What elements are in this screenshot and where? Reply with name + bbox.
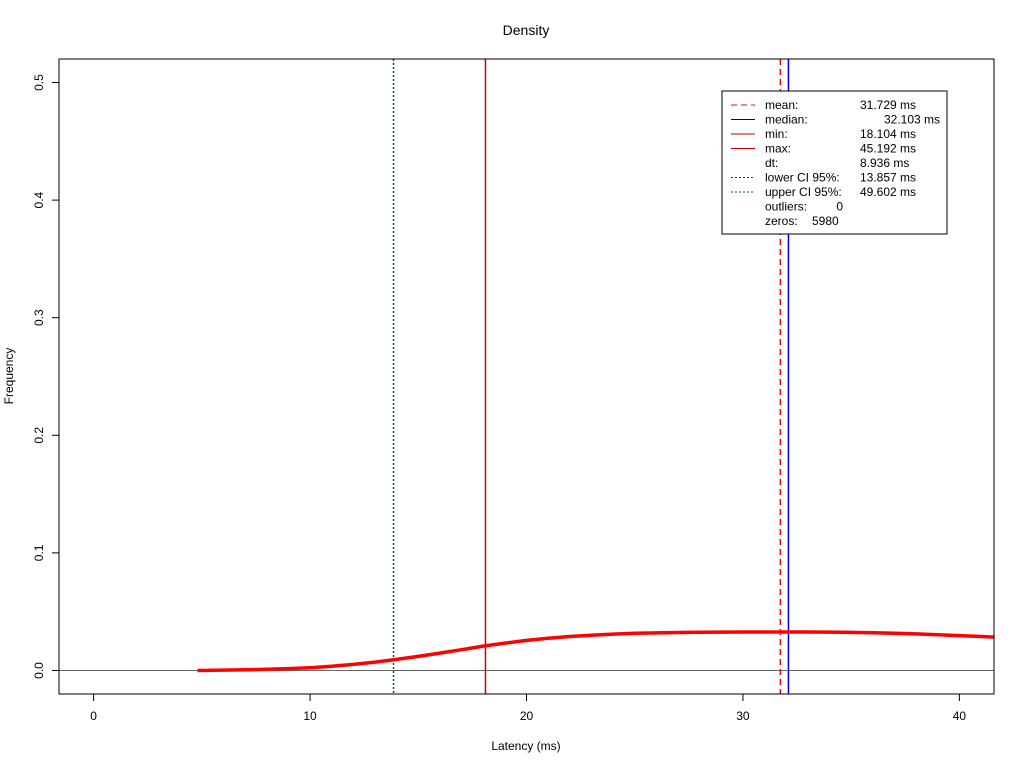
density-curve — [197, 630, 994, 673]
x-axis-label: Latency (ms) — [491, 739, 560, 753]
legend-value-lower-ci-95: 13.857 ms — [860, 171, 916, 185]
legend-value-median: 32.103 ms — [884, 113, 940, 127]
chart-title: Density — [503, 22, 550, 38]
x-tick-label: 40 — [953, 709, 967, 723]
legend-value-upper-ci-95: 49.602 ms — [860, 185, 916, 199]
legend-value-dt: 8.936 ms — [860, 156, 909, 170]
legend-label-zeros: zeros: — [765, 214, 798, 228]
legend: mean: 31.729 ms median: 32.103 ms min: 18.104… — [721, 90, 948, 235]
x-tick-label: 30 — [736, 709, 750, 723]
y-tick-label: 0.2 — [32, 427, 46, 444]
legend-label-outliers: outliers: — [765, 200, 807, 214]
y-tick-label: 0.0 — [32, 662, 46, 679]
legend-value-outliers: 0 — [836, 200, 843, 214]
legend-value-min: 18.104 ms — [860, 127, 916, 141]
legend-box — [721, 90, 948, 235]
legend-label-upper-ci-95: upper CI 95%: — [765, 185, 842, 199]
legend-value-zeros: 5980 — [812, 214, 839, 228]
y-tick-label: 0.1 — [32, 544, 46, 561]
legend-label-median: median: — [765, 113, 808, 127]
x-tick-label: 10 — [303, 709, 317, 723]
y-tick-label: 0.4 — [32, 191, 46, 208]
legend-label-mean: mean: — [765, 98, 798, 112]
y-tick-label: 0.3 — [32, 309, 46, 326]
x-tick-label: 20 — [520, 709, 534, 723]
x-tick-label: 0 — [90, 709, 97, 723]
y-tick-label: 0.5 — [32, 74, 46, 91]
legend-label-max: max: — [765, 142, 791, 156]
legend-label-dt: dt: — [765, 156, 778, 170]
axes: 0 10 20 30 40 0.0 0.1 0.2 0.3 0.4 0.5 — [32, 58, 995, 723]
legend-label-lower-ci-95: lower CI 95%: — [765, 171, 840, 185]
legend-value-max: 45.192 ms — [860, 142, 916, 156]
legend-value-mean: 31.729 ms — [860, 98, 916, 112]
legend-label-min: min: — [765, 127, 788, 141]
y-axis-label: Frequency — [2, 348, 16, 405]
